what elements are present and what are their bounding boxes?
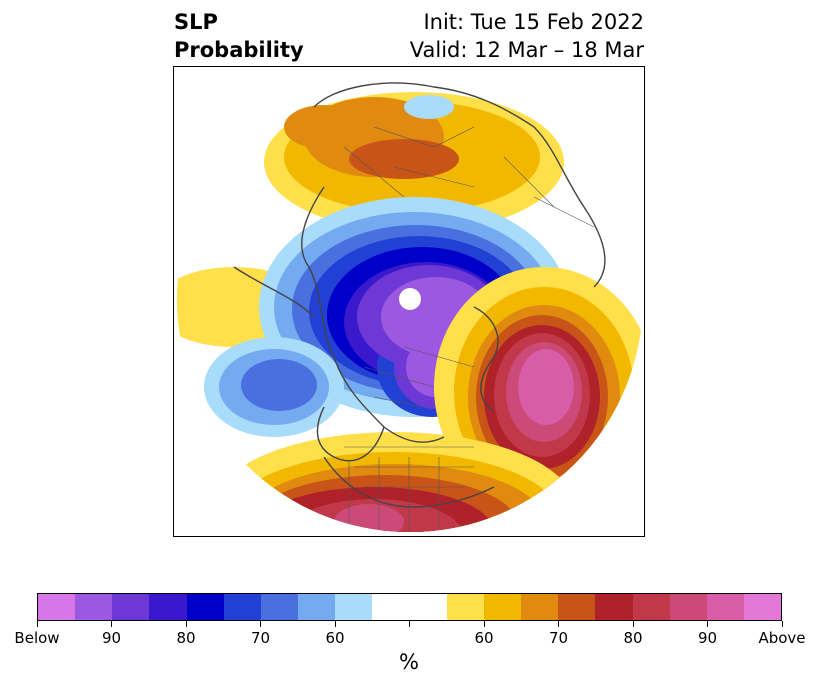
colorbar-tick	[558, 621, 559, 627]
colorbar-segment	[409, 594, 447, 620]
colorbar-tick-label: 60	[325, 629, 345, 647]
colorbar-segment	[75, 594, 113, 620]
colorbar-segment	[335, 594, 373, 620]
borders	[343, 126, 595, 532]
colorbar-segment	[743, 594, 782, 620]
colorbar-tick-label: Below	[14, 629, 60, 647]
colorbar-segment	[521, 594, 559, 620]
colorbar-tick-label: 80	[176, 629, 196, 647]
colorbar-tick	[632, 621, 634, 627]
colorbar-segment	[446, 594, 484, 620]
colorbar-ticks	[36, 621, 783, 629]
colorbar-segment	[112, 594, 150, 620]
colorbar-tick-label: 60	[474, 629, 494, 647]
title-line1: SLP	[174, 10, 218, 34]
colorbar-tick	[707, 621, 708, 627]
colorbar-tick-label: 70	[250, 629, 271, 647]
colorbar-tick-label: Above	[758, 629, 806, 647]
colorbar-segment	[38, 594, 76, 620]
title-line2: Probability	[174, 38, 304, 62]
colorbar-segment	[372, 594, 410, 620]
colorbar-tick	[334, 621, 336, 627]
colorbar-segment	[706, 594, 744, 620]
colorbar-tick	[781, 621, 783, 627]
colorbar-segment	[260, 594, 299, 620]
colorbar-segment	[483, 594, 522, 620]
colorbar-tick	[185, 621, 187, 627]
colorbar-segment	[186, 594, 224, 620]
colorbar-tick	[409, 621, 410, 627]
colorbar-segment	[298, 594, 336, 620]
colorbar-tick	[111, 621, 112, 627]
colorbar-segment	[558, 594, 596, 620]
colorbar-tick-label: 80	[623, 629, 643, 647]
init-date: Init: Tue 15 Feb 2022	[423, 10, 644, 34]
map-svg	[177, 67, 643, 532]
title-left: SLP Probability	[174, 8, 304, 64]
colorbar-segment	[223, 594, 261, 620]
colorbar-segment	[149, 594, 187, 620]
valid-range: Valid: 12 Mar – 18 Mar	[409, 38, 644, 62]
siberia-anomaly	[264, 92, 564, 232]
colorbar-tick	[36, 621, 38, 627]
pacific-below-normal	[204, 337, 344, 437]
colorbar-tick-label: 90	[101, 629, 122, 647]
colorbar-tick-label: 70	[548, 629, 569, 647]
colorbar-segment	[595, 594, 633, 620]
title-right: Init: Tue 15 Feb 2022 Valid: 12 Mar – 18…	[410, 8, 644, 64]
colorbar-unit: %	[399, 650, 419, 674]
colorbar-tick-label: 90	[697, 629, 718, 647]
probability-map	[173, 66, 645, 537]
colorbar-segment	[669, 594, 707, 620]
colorbar-tick	[483, 621, 485, 627]
colorbar-tick	[260, 621, 261, 627]
colorbar	[37, 593, 782, 621]
colorbar-segment	[632, 594, 670, 620]
